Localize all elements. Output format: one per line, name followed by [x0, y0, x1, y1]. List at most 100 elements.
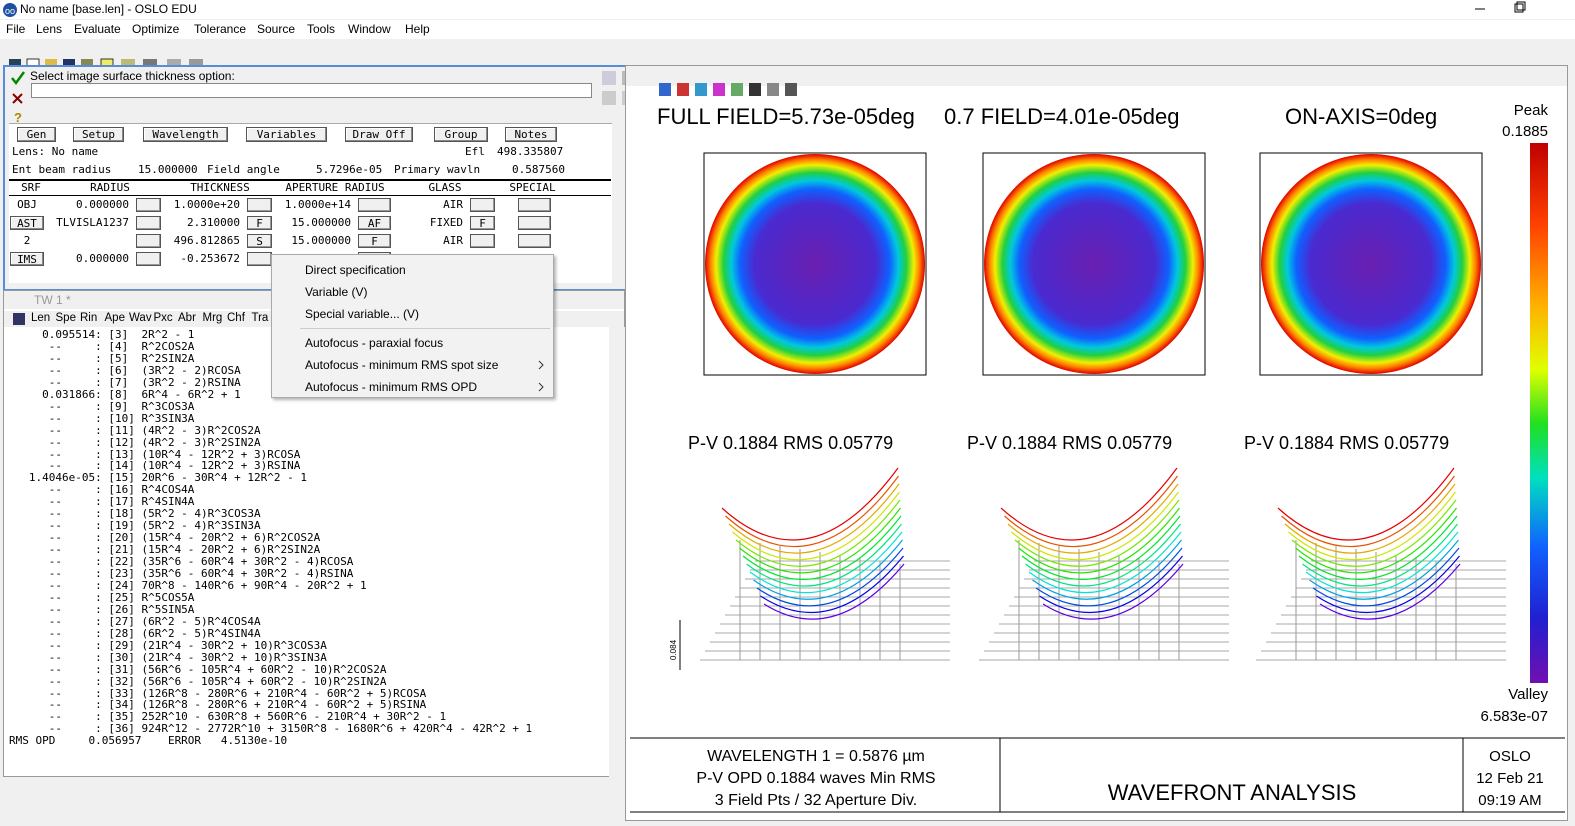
efl-value: 498.335807	[497, 145, 564, 158]
mesh-curve	[742, 515, 902, 580]
mesh-curve	[1298, 515, 1458, 580]
context-menu-item[interactable]: Autofocus - paraxial focus	[273, 332, 552, 354]
graphic-tool-icons[interactable]	[639, 80, 819, 100]
thickness-flag[interactable]	[247, 198, 272, 212]
mesh-curve	[1305, 531, 1459, 594]
context-menu-item[interactable]: Variable (V)	[273, 281, 552, 303]
aperture-flag[interactable]	[358, 198, 391, 212]
item-label: Autofocus - paraxial focus	[305, 336, 444, 350]
tab-button[interactable]: Group	[434, 127, 488, 142]
submenu-arrow	[538, 360, 544, 370]
glass-flag[interactable]	[470, 198, 495, 212]
thickness-flag[interactable]: F	[247, 216, 272, 230]
mesh-curve	[1028, 531, 1182, 594]
footer-stamp: 12 Feb 21	[1476, 770, 1544, 787]
tw-scrollbar[interactable]	[609, 327, 625, 777]
aperture-flag[interactable]: AF	[358, 216, 391, 230]
thickness-flag[interactable]	[247, 252, 272, 266]
context-menu-item[interactable]: Special variable... (V)	[273, 303, 552, 325]
tw-tab[interactable]: Chf	[227, 312, 245, 324]
mesh-curve	[749, 531, 903, 594]
mesh-curve	[1000, 467, 1178, 541]
radius-flag[interactable]	[136, 252, 161, 266]
output-line: 1.4046e-05: [15] 20R^6 - 30R^4 + 12R^2 -…	[9, 471, 308, 485]
context-menu-item[interactable]: Autofocus - minimum RMS OPD	[273, 376, 552, 398]
surface-number: 2	[23, 234, 31, 247]
submenu-arrow	[538, 382, 544, 392]
mesh-curve	[725, 475, 899, 548]
title-bar: oo No name [base.len] - OSLO EDU	[0, 0, 1575, 19]
tw-tab[interactable]: Spe	[55, 312, 76, 324]
mesh-curve	[1295, 507, 1457, 574]
ent-beam-label: Ent beam radius	[12, 163, 112, 176]
toolbar	[0, 41, 1575, 72]
mesh-curve	[735, 499, 901, 567]
column-header: RADIUS	[90, 181, 130, 194]
tab-button[interactable]: Variables	[246, 127, 327, 142]
item-label: Autofocus - minimum RMS OPD	[305, 380, 478, 394]
column-header: GLASS	[428, 181, 462, 194]
rule	[9, 179, 611, 181]
mesh-curve	[1007, 483, 1179, 554]
tab-button[interactable]: Wavelength	[143, 127, 228, 142]
tab-icon[interactable]	[13, 313, 25, 325]
special-flag[interactable]	[518, 216, 551, 230]
tab-button[interactable]: Setup	[73, 127, 124, 142]
aperture-radius: 1.0000e+14	[284, 198, 351, 211]
special-flag[interactable]	[518, 234, 551, 248]
mesh-curve	[1014, 499, 1180, 567]
menu-item[interactable]: Evaluate	[74, 22, 121, 36]
tw-tab[interactable]: Mrg	[202, 312, 223, 324]
aperture-radius: 15.000000	[291, 216, 351, 229]
surface-button[interactable]: IMS	[10, 252, 44, 266]
mesh-curve	[1302, 523, 1458, 587]
field-title: 0.7 FIELD=4.01e-05deg	[944, 104, 1179, 129]
tab-button[interactable]: Notes	[505, 127, 557, 142]
tab-button[interactable]: Gen	[17, 127, 56, 142]
output-line: -- : [33] (126R^8 - 280R^6 + 210R^4 - 60…	[9, 686, 427, 700]
thickness-flag[interactable]: S	[247, 234, 272, 248]
menu-item[interactable]: Help	[405, 22, 430, 36]
status-icons[interactable]: ?	[9, 69, 29, 129]
menu-item[interactable]: Tolerance	[194, 22, 247, 36]
tw-tab[interactable]: Len	[31, 312, 51, 324]
aperture-flag[interactable]: F	[358, 234, 391, 248]
menu-item[interactable]: Source	[257, 22, 296, 36]
output-line: -- : [27] (6R^2 - 5)R^4COS4A	[9, 614, 261, 628]
tw-tab[interactable]: Pxc	[153, 312, 173, 324]
radius-flag[interactable]	[136, 216, 161, 230]
menu-item[interactable]: Tools	[307, 22, 336, 36]
radius-flag[interactable]	[136, 198, 161, 212]
mesh-curve	[1035, 547, 1183, 607]
mesh-curve	[1032, 539, 1182, 600]
ent-beam-value: 15.000000	[138, 163, 198, 176]
wavefront-map	[705, 154, 925, 374]
menu-item[interactable]: Lens	[36, 22, 63, 36]
menu-item[interactable]: File	[6, 22, 26, 36]
special-flag[interactable]	[518, 198, 551, 212]
menu-item[interactable]: Window	[348, 22, 391, 36]
context-menu-item[interactable]: Direct specification	[273, 259, 552, 281]
context-menu-item[interactable]: Autofocus - minimum RMS spot size	[273, 354, 552, 376]
command-input[interactable]	[31, 83, 592, 98]
glass-flag[interactable]: F	[470, 216, 495, 230]
tw-tab[interactable]: Rin	[80, 312, 98, 324]
output-line: -- : [34] (126R^8 - 280R^6 + 210R^4 - 60…	[9, 698, 427, 712]
thickness: 2.310000	[187, 216, 240, 229]
tw-tab[interactable]: Wav	[129, 312, 152, 324]
surface-button[interactable]: AST	[10, 216, 44, 230]
context-menu: Direct specification Variable (V) Special …	[271, 254, 554, 398]
window-controls[interactable]	[1470, 0, 1570, 18]
tw-tab[interactable]: Ape	[104, 312, 125, 324]
glass: AIR	[443, 234, 463, 247]
tab-button[interactable]: Draw Off	[345, 127, 413, 142]
menu-item[interactable]: Optimize	[132, 22, 180, 36]
glass-flag[interactable]	[470, 234, 495, 248]
output-line: -- : [14] (10R^4 - 12R^2 + 3)RSINA	[9, 459, 301, 473]
radius-flag[interactable]	[136, 234, 161, 248]
tw-tab[interactable]: Abr	[178, 312, 196, 324]
tw-tab[interactable]: Tra	[251, 312, 269, 324]
mesh-curve	[1309, 539, 1459, 600]
output-line: -- : [35] 252R^10 - 630R^8 + 560R^6 - 21…	[9, 710, 447, 724]
